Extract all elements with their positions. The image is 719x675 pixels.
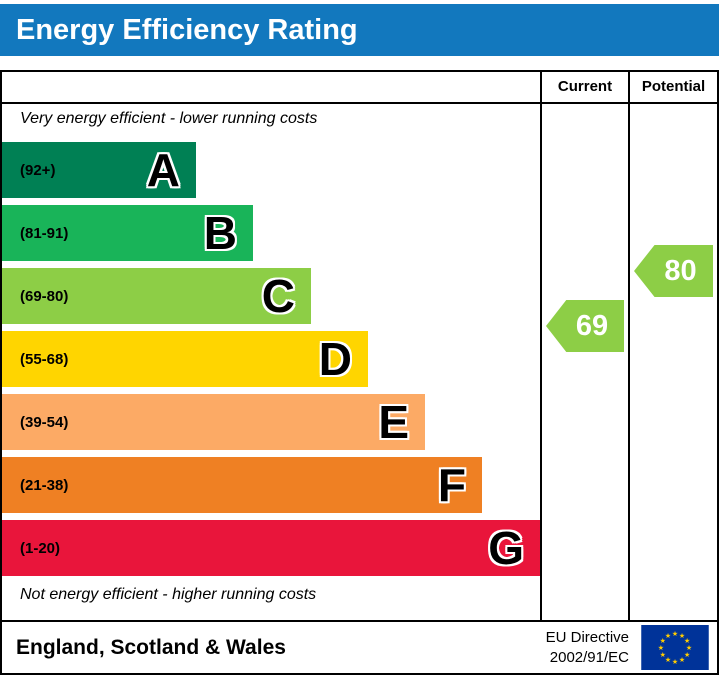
potential-column-header: Potential — [641, 78, 706, 95]
footer-divider — [2, 620, 717, 622]
svg-text:★: ★ — [684, 651, 690, 659]
current-column-header: Current — [557, 78, 613, 95]
svg-text:★: ★ — [660, 637, 666, 645]
eu-directive-label: EU Directive 2002/91/EC — [546, 628, 629, 668]
svg-text:★: ★ — [686, 644, 692, 652]
svg-text:★: ★ — [679, 632, 685, 640]
band-letter: G — [488, 522, 524, 574]
band-letter: D — [318, 333, 352, 385]
page-title: Energy Efficiency Rating — [16, 14, 358, 46]
eu-flag-icon: ★ ★ ★ ★ ★ ★ ★ ★ ★ ★ ★ ★ — [641, 625, 709, 670]
svg-text:★: ★ — [672, 630, 678, 638]
current-column-divider — [540, 72, 542, 620]
band-row: (21-38) F — [2, 457, 482, 513]
eu-directive-line1: EU Directive — [545, 628, 629, 646]
band-range: (92+) — [20, 161, 56, 179]
eu-directive-line2: 2002/91/EC — [549, 648, 629, 666]
band-letter: E — [378, 396, 409, 448]
svg-text:★: ★ — [658, 644, 664, 652]
band-row: (69-80) C — [2, 268, 311, 324]
band-row: (55-68) D — [2, 331, 368, 387]
band-letter: B — [203, 207, 237, 259]
region-label: England, Scotland & Wales — [16, 635, 286, 659]
band-letter: F — [437, 459, 466, 511]
band-range: (39-54) — [20, 413, 69, 431]
band-letter: C — [261, 270, 295, 322]
title-bar: Energy Efficiency Rating — [0, 4, 719, 56]
band-range: (81-91) — [20, 224, 69, 242]
band-row: (39-54) E — [2, 394, 425, 450]
band-letter: A — [146, 144, 180, 196]
svg-text:★: ★ — [684, 637, 690, 645]
potential-value: 80 — [664, 254, 697, 287]
band-row: (1-20) G — [2, 520, 540, 576]
top-note: Very energy efficient - lower running co… — [20, 110, 318, 127]
band-range: (69-80) — [20, 287, 69, 305]
footer: England, Scotland & Wales EU Directive 2… — [2, 622, 717, 673]
svg-text:★: ★ — [679, 656, 685, 664]
current-value: 69 — [575, 309, 609, 342]
svg-text:★: ★ — [665, 632, 671, 640]
band-range: (21-38) — [20, 476, 69, 494]
svg-text:★: ★ — [665, 656, 671, 664]
band-row: (92+) A — [2, 142, 196, 198]
bottom-note: Not energy efficient - higher running co… — [20, 586, 317, 603]
rating-table: Current Potential Very energy efficient … — [0, 70, 719, 675]
band-row: (81-91) B — [2, 205, 253, 261]
svg-text:★: ★ — [672, 658, 678, 666]
svg-text:★: ★ — [660, 651, 666, 659]
current-arrow: 69 — [546, 300, 624, 352]
potential-column-divider — [628, 72, 630, 620]
header-divider — [2, 102, 717, 104]
potential-arrow: 80 — [634, 245, 713, 297]
band-range: (1-20) — [20, 539, 61, 557]
band-range: (55-68) — [20, 350, 69, 368]
